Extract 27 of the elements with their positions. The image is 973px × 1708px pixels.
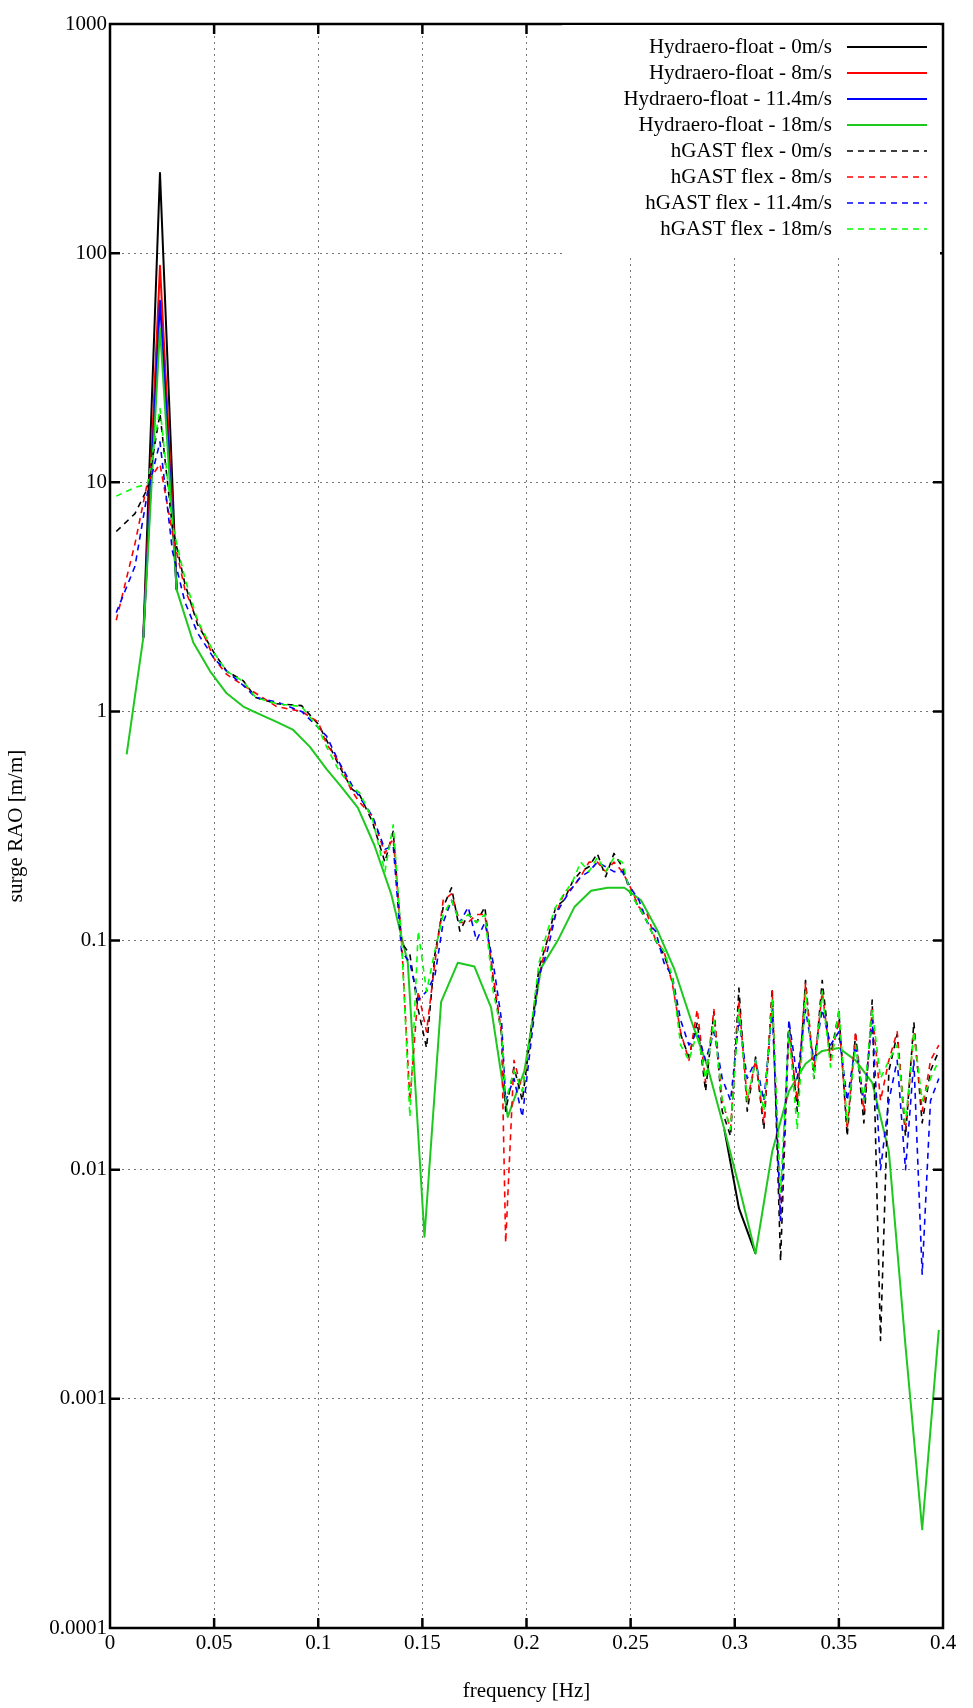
legend-label: Hydraero-float - 8m/s	[648, 59, 832, 84]
x-tick-label: 0	[104, 1630, 116, 1655]
x-tick-label: 0.05	[195, 1630, 233, 1655]
legend-label: Hydraero-float - 18m/s	[638, 111, 832, 136]
x-axis-title: frequency [Hz]	[462, 1677, 591, 1702]
x-tick-label: 0.4	[929, 1630, 957, 1655]
x-tick-label: 0.15	[404, 1630, 441, 1655]
y-axis-title: surge RAO [m/m]	[3, 749, 28, 903]
legend-label: Hydraero-float - 11.4m/s	[623, 85, 832, 110]
y-tick-label: 0.1	[80, 927, 107, 952]
legend-label: Hydraero-float - 0m/s	[648, 33, 832, 58]
x-tick-label: 0.3	[721, 1630, 748, 1655]
legend-label: hGAST flex - 8m/s	[670, 163, 832, 188]
x-tick-label: 0.1	[305, 1630, 332, 1655]
legend-label: hGAST flex - 18m/s	[660, 215, 832, 240]
y-tick-label: 10	[86, 468, 107, 493]
y-tick-label: 0.01	[70, 1156, 107, 1181]
y-tick-label: 0.0001	[49, 1614, 107, 1639]
y-tick-label: 0.001	[59, 1385, 107, 1410]
x-tick-label: 0.35	[820, 1630, 858, 1655]
legend-label: hGAST flex - 11.4m/s	[645, 189, 832, 214]
y-tick-label: 1	[96, 697, 107, 722]
x-tick-label: 0.25	[612, 1630, 649, 1655]
legend-label: hGAST flex - 0m/s	[670, 137, 832, 162]
y-tick-label: 1000	[65, 10, 107, 35]
x-tick-label: 0.2	[513, 1630, 540, 1655]
y-tick-label: 100	[75, 239, 107, 264]
